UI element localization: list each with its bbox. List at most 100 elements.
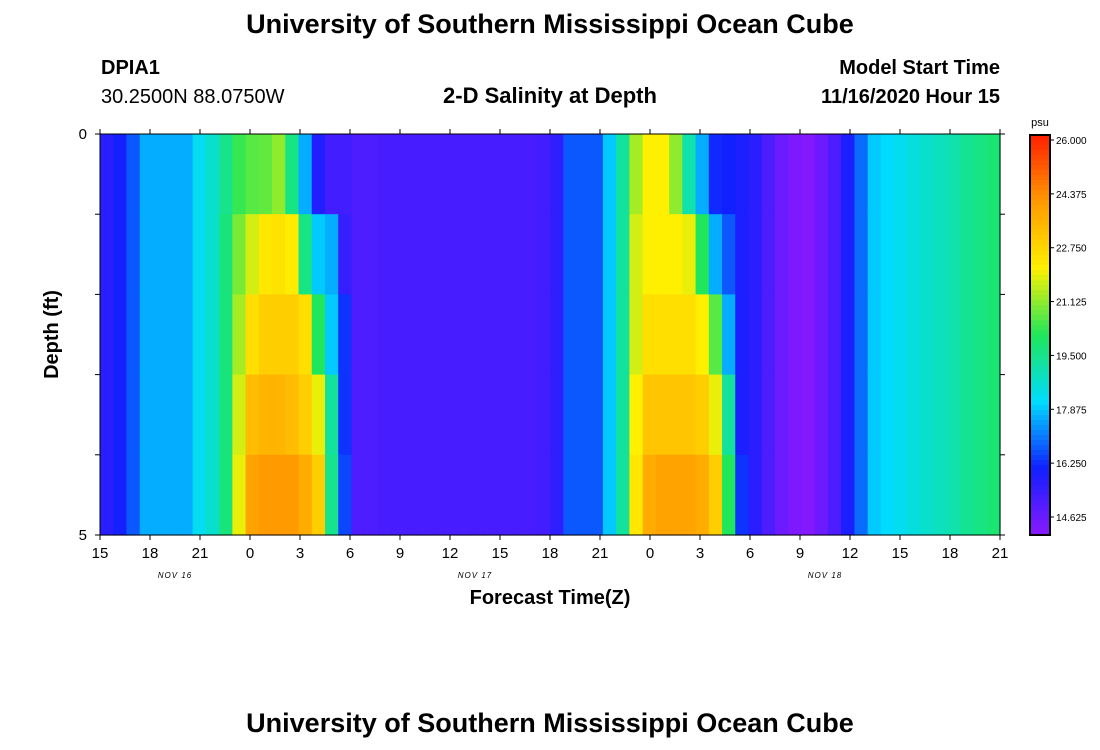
heatmap-cell — [708, 214, 723, 295]
heatmap-cell — [483, 374, 498, 456]
heatmap-cell — [100, 454, 114, 536]
heatmap-cell — [669, 454, 683, 536]
heatmap-cell — [205, 374, 220, 456]
heatmap-cell — [470, 374, 485, 456]
colorbar-tick-label: 19.500 — [1056, 351, 1087, 362]
heatmap-cell — [245, 454, 260, 536]
heatmap-cell — [642, 134, 657, 215]
colorbar-segment — [1030, 430, 1050, 436]
x-tick-label: 0 — [646, 545, 654, 562]
heatmap-cell — [179, 374, 194, 456]
heatmap-cell — [708, 374, 723, 456]
heatmap-cell — [576, 454, 591, 536]
heatmap-cell — [867, 134, 882, 215]
heatmap-cell — [139, 374, 154, 456]
heatmap-cell — [113, 454, 128, 536]
heatmap-cell — [775, 214, 789, 295]
heatmap-cell — [404, 294, 419, 376]
heatmap-cell — [126, 214, 141, 295]
x-tick-label: 21 — [992, 545, 1009, 562]
heatmap-cell — [563, 374, 578, 456]
heatmap-cell — [457, 374, 472, 456]
heatmap-cell — [258, 134, 273, 215]
heatmap-cell — [576, 214, 591, 295]
heatmap-cell — [960, 294, 975, 376]
heatmap-cell — [417, 374, 432, 456]
heatmap-cell — [510, 454, 525, 536]
heatmap-cell — [391, 454, 406, 536]
colorbar-segment — [1030, 505, 1050, 511]
heatmap-cell — [735, 454, 750, 536]
heatmap-cell — [973, 294, 988, 376]
x-axis-label: Forecast Time(Z) — [470, 587, 631, 609]
heatmap-cell — [814, 374, 829, 456]
colorbar-segment — [1030, 155, 1050, 161]
colorbar-segment — [1030, 350, 1050, 356]
heatmap-cell — [285, 214, 300, 295]
x-tick-label: 12 — [842, 545, 859, 562]
heatmap-cell — [854, 454, 869, 536]
colorbar-segment — [1030, 485, 1050, 491]
heatmap-cell — [867, 454, 882, 536]
x-tick-label: 9 — [796, 545, 804, 562]
heatmap-cell — [139, 134, 154, 215]
heatmap-cell — [430, 294, 445, 376]
heatmap-cell — [550, 214, 564, 295]
heatmap-cell — [761, 294, 776, 376]
heatmap-cell — [351, 214, 366, 295]
colorbar-segment — [1030, 195, 1050, 201]
colorbar-segment — [1030, 250, 1050, 256]
heatmap-cell — [933, 374, 948, 456]
heatmap-cell — [629, 454, 644, 536]
heatmap-cell — [602, 214, 617, 295]
heatmap-cell — [338, 454, 353, 536]
heatmap-cell — [139, 294, 154, 376]
heatmap-cell — [166, 134, 181, 215]
heatmap-cell — [827, 134, 842, 215]
heatmap-cell — [377, 454, 392, 536]
heatmap-cell — [364, 214, 379, 295]
heatmap-cell — [827, 294, 842, 376]
heatmap-cell — [219, 374, 233, 456]
heatmap-cell — [894, 374, 908, 456]
heatmap-cell — [219, 454, 233, 536]
heatmap-cell — [285, 294, 300, 376]
heatmap-cell — [669, 134, 683, 215]
colorbar-tick-label: 21.125 — [1056, 298, 1087, 309]
heatmap-cell — [192, 374, 207, 456]
heatmap-cell — [338, 214, 353, 295]
heatmap-cell — [179, 214, 194, 295]
y-axis-ticks: 05 — [79, 126, 1005, 544]
heatmap-cell — [536, 214, 551, 295]
heatmap-cell — [748, 214, 763, 295]
heatmap-cell — [801, 374, 816, 456]
heatmap-cell — [364, 374, 379, 456]
heatmap-cell — [986, 134, 1001, 215]
heatmap-cell — [722, 294, 736, 376]
heatmap-cell — [523, 454, 538, 536]
heatmap-cell — [364, 454, 379, 536]
heatmap-cell — [404, 134, 419, 215]
heatmap-cell — [510, 134, 525, 215]
heatmap-cell — [616, 134, 631, 215]
heatmap-cell — [947, 134, 961, 215]
colorbar-segment — [1030, 210, 1050, 216]
y-tick-label: 0 — [79, 126, 87, 143]
model-start-label: Model Start Time — [839, 57, 1000, 79]
heatmap-cell — [788, 454, 803, 536]
heatmap-cell — [880, 294, 895, 376]
heatmap-cell — [880, 374, 895, 456]
heatmap-cell — [536, 134, 551, 215]
colorbar-segment — [1030, 340, 1050, 346]
heatmap-cell — [470, 214, 485, 295]
colorbar-segment — [1030, 175, 1050, 181]
heatmap-cell — [219, 214, 233, 295]
colorbar-segment — [1030, 240, 1050, 246]
heatmap-cell — [232, 134, 247, 215]
heatmap-cell — [708, 134, 723, 215]
heatmap-cell — [126, 294, 141, 376]
heatmap-cell — [682, 294, 697, 376]
colorbar-segment — [1030, 395, 1050, 401]
colorbar-segment — [1030, 215, 1050, 221]
colorbar-segment — [1030, 475, 1050, 481]
